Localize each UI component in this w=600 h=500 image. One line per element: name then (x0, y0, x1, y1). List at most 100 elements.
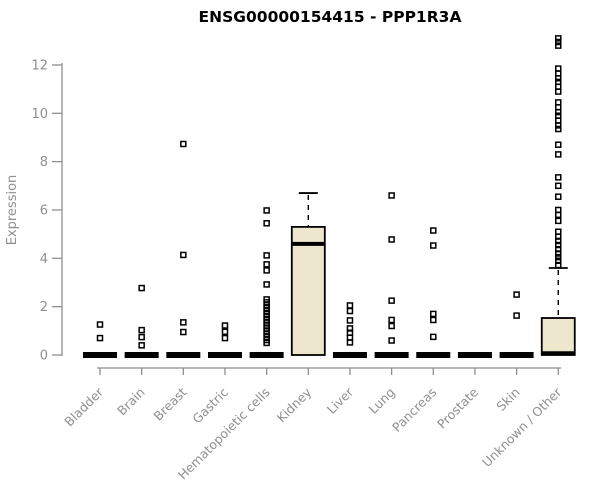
outlier-point (430, 316, 437, 324)
outlier-point (555, 35, 562, 42)
y-axis: 0 2 4 6 8 10 12 (31, 58, 63, 364)
y-tick-label: 4 (40, 252, 48, 267)
outlier-point (430, 227, 437, 234)
outlier-point (138, 326, 145, 334)
outlier-point (555, 182, 562, 190)
outlier-point (388, 316, 395, 324)
x-category-label-gastric: Gastric (189, 384, 231, 426)
outlier-point (138, 284, 145, 292)
outlier-point (180, 328, 187, 336)
x-category-label-brain: Brain (114, 385, 148, 419)
outlier-point (555, 75, 562, 82)
outlier-point (263, 281, 270, 288)
outlier-point (555, 125, 562, 133)
boxplot-group-brain (124, 284, 159, 358)
box (540, 317, 576, 356)
collapsed-box-at-zero (499, 352, 534, 358)
outlier-point (346, 302, 354, 309)
outlier-point (555, 253, 562, 261)
outlier-point (430, 310, 437, 318)
x-category-label-pancreas: Pancreas (389, 385, 439, 435)
outlier-point (555, 211, 562, 219)
boxplot-group-skin (499, 291, 534, 358)
boxplot-group-lung (374, 192, 409, 358)
outlier-point (346, 317, 354, 324)
x-category-label-breast: Breast (150, 384, 189, 423)
boxplot-group-kidney (290, 192, 326, 356)
collapsed-box-at-zero (374, 352, 409, 358)
x-category-label-kidney: Kidney (274, 384, 315, 425)
collapsed-box-at-zero (166, 352, 201, 358)
outlier-point (555, 42, 562, 49)
boxplot-group-breast (166, 140, 201, 358)
outlier-point (555, 108, 562, 116)
outlier-point (555, 217, 562, 225)
y-tick-label: 0 (40, 349, 48, 364)
outlier-point (555, 122, 562, 129)
outlier-point (263, 252, 270, 259)
collapsed-box-at-zero (207, 352, 242, 358)
x-category-label-bladder: Bladder (61, 384, 106, 429)
outlier-point (555, 261, 562, 269)
outlier-point (388, 337, 395, 344)
boxplot-group-unknown-other (540, 35, 576, 356)
plot-area: 0 2 4 6 8 10 12 Bladder Brain Breast GastricHemato… (31, 35, 576, 482)
outlier-point (555, 151, 562, 158)
outlier-point (180, 251, 187, 259)
x-category-label-unknown-other: Unknown / Other (479, 384, 565, 470)
outlier-point (96, 334, 104, 342)
boxplot-group-pancreas (416, 227, 451, 358)
outlier-point (388, 192, 395, 199)
boxplot-group-hematopoietic-cells (249, 207, 284, 358)
collapsed-box-at-zero (124, 352, 159, 358)
outlier-point (180, 140, 187, 148)
outlier-point (430, 333, 437, 341)
boxplot-group-prostate (457, 352, 492, 358)
outlier-point (555, 193, 562, 200)
x-category-label-liver: Liver (324, 384, 357, 417)
y-tick-label: 6 (40, 203, 48, 218)
outlier-point (555, 174, 562, 181)
outlier-point (555, 250, 562, 257)
outlier-point (555, 38, 562, 46)
outlier-point (96, 321, 104, 328)
collapsed-box-at-zero (83, 352, 117, 358)
outlier-point (513, 312, 520, 319)
outlier-point (555, 237, 562, 245)
x-category-label-skin: Skin (493, 385, 522, 414)
outlier-point (221, 328, 229, 336)
collapsed-box-at-zero (457, 352, 492, 358)
collapsed-box-at-zero (416, 352, 451, 358)
outlier-point (555, 141, 562, 148)
outlier-point (513, 291, 520, 298)
outlier-point (138, 333, 145, 341)
outlier-point (221, 334, 229, 342)
outlier-point (221, 322, 229, 329)
boxplot-group-liver (332, 302, 367, 358)
box (290, 225, 326, 356)
outlier-point (263, 220, 270, 227)
outlier-point (555, 241, 562, 249)
x-category-label-prostate: Prostate (434, 384, 481, 431)
collapsed-box-at-zero (332, 352, 367, 358)
outlier-point (388, 236, 395, 243)
y-tick-label: 10 (31, 107, 48, 122)
boxplot-group-bladder (83, 321, 117, 358)
outlier-point (346, 339, 354, 346)
outlier-point (263, 207, 270, 214)
chart-title: ENSG00000154415 - PPP1R3A (199, 8, 462, 26)
boxplot-group-gastric (207, 322, 242, 358)
outlier-point (180, 319, 187, 326)
y-tick-label: 2 (40, 300, 48, 315)
y-tick-label: 8 (40, 155, 48, 170)
y-axis-label: Expression (5, 175, 20, 246)
outlier-point (555, 88, 562, 95)
x-category-label-lung: Lung (366, 385, 398, 417)
outlier-point (138, 342, 145, 349)
collapsed-box-at-zero (249, 352, 284, 358)
outlier-point (388, 322, 395, 330)
y-tick-label: 12 (31, 58, 48, 73)
